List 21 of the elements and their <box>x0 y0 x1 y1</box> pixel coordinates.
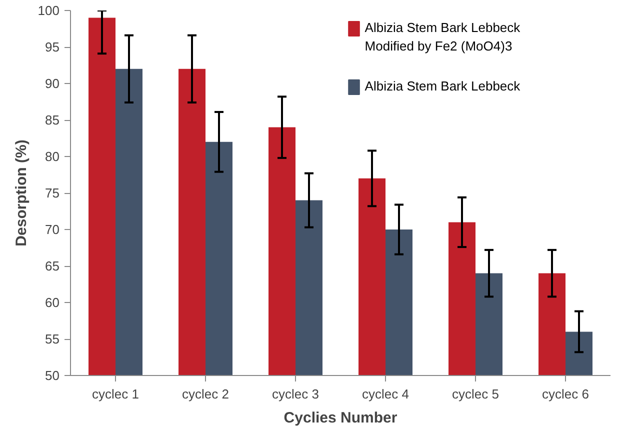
y-tick-label: 100 <box>38 3 60 18</box>
y-tick-label: 75 <box>45 186 60 200</box>
x-axis-title: Cyclies Number <box>284 410 398 426</box>
y-tick-label: 95 <box>45 40 60 54</box>
legend-label: Albizia Stem Bark Lebbeck Modified by Fe2 (MoO4)3 <box>364 20 521 54</box>
y-axis-title: Desorption (%) <box>12 140 30 246</box>
x-tick-label: cyclec 6 <box>542 386 589 402</box>
y-tick-label: 55 <box>45 332 60 346</box>
y-tick-label: 85 <box>45 112 60 128</box>
x-tick-label: cyclec 5 <box>452 386 499 402</box>
x-tick-label: cyclec 2 <box>182 386 229 402</box>
y-tick-label: 50 <box>45 368 60 383</box>
y-tick-label: 60 <box>45 295 60 310</box>
legend-label: Albizia Stem Bark Lebbeck <box>364 78 521 94</box>
x-tick-label: cyclec 3 <box>272 386 319 402</box>
x-tick-label: cyclec 4 <box>362 386 409 402</box>
y-tick-label: 80 <box>45 149 60 164</box>
y-tick-label: 90 <box>45 76 60 91</box>
y-tick-label: 65 <box>45 258 60 274</box>
y-tick-label: 70 <box>45 222 60 237</box>
x-tick-label: cyclec 1 <box>92 386 139 402</box>
